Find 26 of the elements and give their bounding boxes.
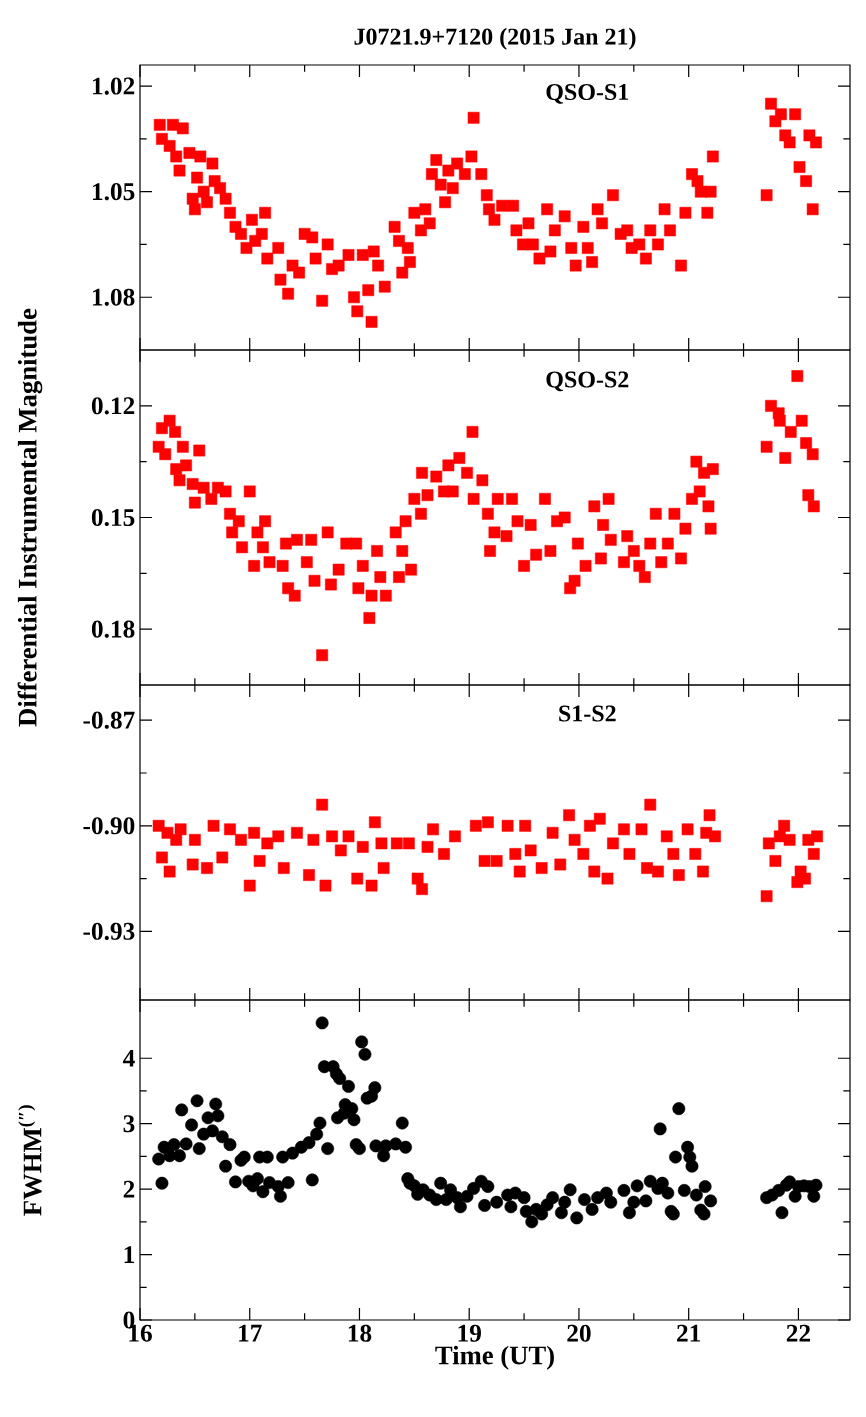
- annotation: QSO-S1: [546, 83, 629, 104]
- x-tick-label: 18: [348, 1324, 372, 1342]
- y-tick-label: 2: [123, 1180, 135, 1198]
- y-tick-label: -0.93: [83, 922, 135, 940]
- y-tick-label: 0.18: [91, 620, 135, 638]
- y-tick-label: 0.12: [91, 397, 135, 415]
- y-tick-label: -0.90: [83, 817, 135, 835]
- y-axis-title: FWHM$^{(″)}$: [18, 1105, 42, 1216]
- y-tick-label: -0.87: [83, 711, 135, 729]
- y-tick-label: 4: [122, 1049, 135, 1067]
- x-axis-title: Time (UT): [435, 1345, 554, 1370]
- x-tick-label: 19: [458, 1324, 481, 1342]
- annotation: S1-S2: [559, 705, 616, 722]
- chart-title: J0721.9+7120 (2015 Jan 21): [354, 27, 636, 50]
- y-tick-label: 1: [124, 1246, 134, 1263]
- y-tick-label: 0.15: [91, 508, 135, 527]
- y-tick-label: 1.02: [92, 77, 135, 95]
- y-tick-label: 1.05: [92, 183, 135, 201]
- x-tick-label: 21: [677, 1324, 701, 1342]
- x-tick-label: 17: [239, 1324, 262, 1342]
- x-tick-label: 22: [786, 1324, 810, 1342]
- y-tick-label: 3: [123, 1115, 135, 1133]
- annotation: QSO-S2: [546, 371, 629, 392]
- x-tick-label: 20: [567, 1324, 591, 1342]
- y-axis-title: Differential Instrumental Magnitude: [17, 308, 43, 727]
- y-tick-label: 1.08: [92, 288, 135, 306]
